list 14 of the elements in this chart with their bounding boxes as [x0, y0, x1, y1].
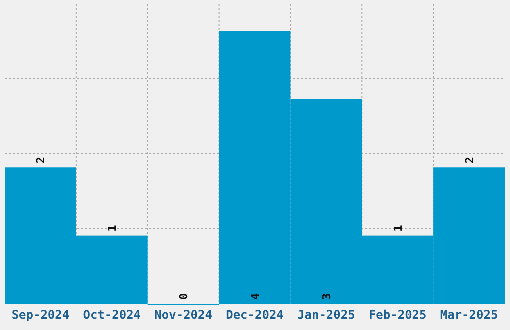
x-tick-label: Sep-2024	[12, 308, 70, 322]
x-tick-label: Mar-2025	[440, 308, 498, 322]
x-tick-label: Nov-2024	[154, 308, 212, 322]
data-label: 2	[34, 157, 48, 164]
x-tick-label: Oct-2024	[83, 308, 142, 322]
x-tick-label: Dec-2024	[226, 308, 284, 322]
x-tick-label: Feb-2025	[368, 308, 427, 322]
data-label: 2	[463, 157, 476, 164]
x-tick-label: Jan-2025	[298, 308, 356, 322]
data-label: 3	[320, 293, 334, 300]
data-label: 4	[249, 293, 262, 300]
data-label: 1	[106, 224, 120, 232]
data-label: 1	[392, 224, 405, 232]
data-label: 0	[178, 293, 191, 300]
